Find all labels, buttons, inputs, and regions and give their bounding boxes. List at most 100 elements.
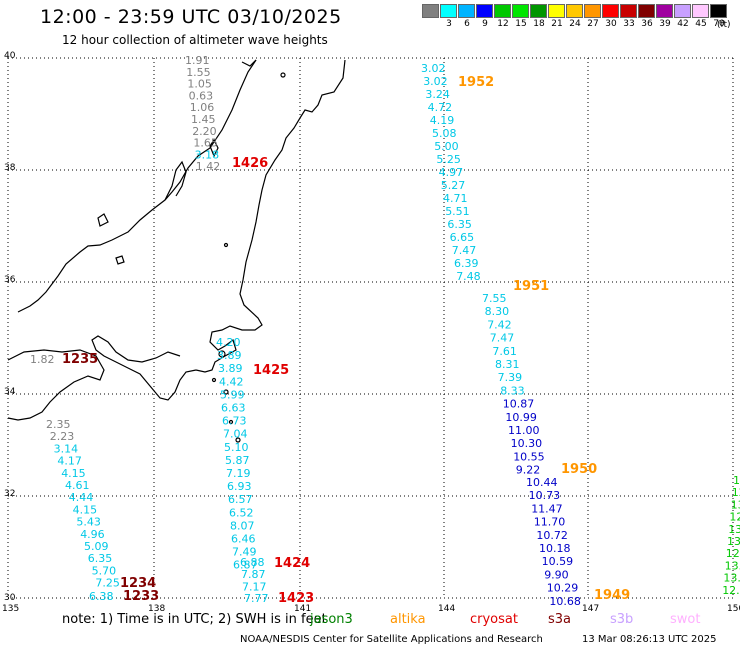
pass-time-label: 1423: [278, 591, 314, 606]
wave-height-value: 7.19: [226, 467, 251, 480]
longitude-label: 135: [2, 604, 19, 614]
color-scale-swatch: [458, 4, 475, 18]
pass-time-label: 1424: [274, 556, 310, 571]
color-scale-swatch: [656, 4, 673, 18]
color-scale-label: 12: [497, 19, 509, 29]
coastline-shikoku: [7, 349, 105, 421]
wave-height-value: 6.46: [231, 533, 256, 546]
altimeter-track: 1949: [594, 588, 630, 603]
longitude-label: 138: [148, 604, 165, 614]
latitude-label: 32: [4, 489, 15, 499]
pass-time-label: 1425: [253, 363, 289, 378]
wave-height-value: 4.97: [439, 166, 464, 179]
wave-height-value: 1.65: [193, 137, 218, 150]
longitude-label: 141: [294, 604, 311, 614]
wave-height-value: 5.51: [445, 205, 470, 218]
wave-height-value: 12: [732, 486, 740, 499]
wave-height-value: 9.90: [544, 568, 569, 581]
color-scale-label: 70: [713, 19, 725, 29]
coastline-noto: [164, 160, 187, 201]
color-scale-label: 21: [551, 19, 563, 29]
wave-height-value: 1.91: [185, 54, 210, 67]
altimeter-track: 3.023.023.244.724.195.085.005.254.975.27…: [421, 62, 494, 283]
wave-height-value: 11.00: [508, 424, 540, 437]
wave-height-value: 10.44: [526, 476, 558, 489]
latitude-label: 40: [4, 51, 16, 61]
wave-height-value: 6.35: [88, 552, 113, 565]
wave-height-value: 10.29: [547, 582, 579, 595]
wave-height-value: 5.43: [76, 516, 101, 529]
coastline-hokkaido: [241, 59, 257, 67]
color-scale-swatch: [638, 4, 655, 18]
coastline-kii: [91, 335, 197, 401]
color-scale-swatch: [512, 4, 529, 18]
wave-height-value: 3.14: [54, 442, 79, 455]
altimeter-track: 1.121312.13.813.912.913.2013.2812.79: [722, 474, 740, 597]
pass-time-label: 1426: [232, 156, 268, 171]
color-scale-swatch: [674, 4, 691, 18]
wave-height-value: 5.00: [434, 140, 459, 153]
satellite-legend-item: altika: [390, 612, 426, 627]
footer-note: note: 1) Time is in UTC; 2) SWH is in fe…: [62, 612, 327, 627]
wave-height-value: 7.17: [242, 580, 267, 593]
color-scale-swatch: [548, 4, 565, 18]
color-scale-swatches: [422, 4, 728, 18]
altimeter-track: 1.82 1235: [30, 352, 98, 367]
altimeter-track: 4.203.893.894.425.996.636.737.045.105.87…: [216, 336, 289, 572]
wave-height-value: 6.52: [229, 506, 254, 519]
wave-height-value: 3.02: [421, 62, 446, 75]
wave-height-value: 2.35: [46, 418, 71, 431]
color-scale-label: 30: [605, 19, 617, 29]
wave-height-value: 7.61: [492, 345, 517, 358]
wave-height-value: 5.08: [432, 127, 457, 140]
color-scale-swatch: [566, 4, 583, 18]
altimeter-track: 2.352.233.144.174.154.614.444.155.434.96…: [46, 418, 156, 591]
wave-height-value: 13.8: [728, 523, 740, 536]
pass-time-label: 1233: [123, 589, 159, 604]
color-scale-label: 27: [587, 19, 599, 29]
map-title: 12:00 - 23:59 UTC 03/10/2025: [40, 6, 342, 28]
color-scale-label: 6: [464, 19, 470, 29]
wave-height-value: 7.55: [482, 292, 507, 305]
wave-height-value: 1.06: [190, 101, 215, 114]
wave-height-value: 13.9: [727, 535, 740, 548]
pass-time-label: 1951: [513, 279, 549, 294]
wave-height-value: 1.55: [186, 66, 211, 79]
wave-height-value: 4.96: [80, 528, 105, 541]
wave-height-value: 6.65: [450, 231, 475, 244]
wave-height-value: 2.23: [50, 430, 75, 443]
coastline-honshu-west: [17, 59, 257, 313]
altimeter-track: 6.38 1233: [89, 589, 159, 604]
wave-height-value: 10.55: [513, 450, 545, 463]
wave-height-value: 8.33: [500, 384, 525, 397]
wave-height-value: 6.39: [454, 257, 479, 270]
wave-height-value: 2.20: [192, 125, 217, 138]
latitude-label: 30: [4, 593, 16, 603]
wave-height-value: 3.18: [195, 148, 220, 161]
wave-height-value: 4.42: [219, 375, 244, 388]
wave-height-value: 12.79: [722, 584, 740, 597]
pass-time-label: 1952: [458, 75, 494, 90]
color-scale-label: 24: [569, 19, 581, 29]
wave-height-value: 7.47: [452, 244, 477, 257]
wave-height-value: 3.24: [425, 88, 450, 101]
altimeter-track: 1.911.551.050.631.061.452.201.653.181.42…: [185, 54, 268, 173]
wave-height-value: 12.9: [726, 547, 740, 560]
wave-height-value: 10.99: [505, 411, 537, 424]
wave-height-value: 9.22: [516, 464, 541, 477]
altimeter-track: 10.4410.7311.4711.7010.7210.1810.599.901…: [526, 462, 597, 608]
wave-height-value: 10.87: [503, 398, 535, 411]
wave-height-value: 4.72: [428, 101, 453, 114]
wave-height-value: 7.77: [244, 592, 269, 605]
longitude-label: 144: [438, 604, 455, 614]
color-scale-swatch: [692, 4, 709, 18]
wave-height-value: 5.10: [224, 441, 249, 454]
wave-height-value: 4.61: [65, 479, 90, 492]
color-scale-label: 9: [482, 19, 488, 29]
pass-time-label: 1235: [62, 352, 98, 367]
wave-height-value: 5.99: [220, 388, 245, 401]
satellite-legend-item: cryosat: [470, 612, 518, 627]
wave-height-value: 3.89: [218, 362, 243, 375]
pass-time-label: 1234: [120, 576, 156, 591]
